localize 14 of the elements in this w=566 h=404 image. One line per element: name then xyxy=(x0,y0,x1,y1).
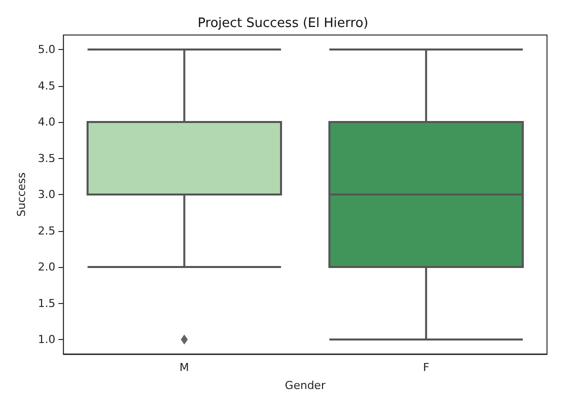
chart-title: Project Success (El Hierro) xyxy=(198,16,368,31)
x-tick-label: M xyxy=(180,361,190,374)
y-tick-label: 4.0 xyxy=(38,116,56,128)
y-tick-label: 1.5 xyxy=(38,296,56,310)
y-tick-label: 4.5 xyxy=(38,79,56,92)
y-tick-label: 3.0 xyxy=(38,188,56,201)
y-tick-label: 2.0 xyxy=(38,260,56,274)
x-tick-label: F xyxy=(422,361,430,374)
x-axis-title: Gender xyxy=(284,379,326,392)
y-tick-label: 1.0 xyxy=(38,333,56,346)
y-tick-label: 2.5 xyxy=(38,224,56,238)
y-tick-label: 3.5 xyxy=(38,152,56,165)
y-axis-title: Success xyxy=(15,172,28,217)
y-tick-label: 5.0 xyxy=(38,43,56,56)
